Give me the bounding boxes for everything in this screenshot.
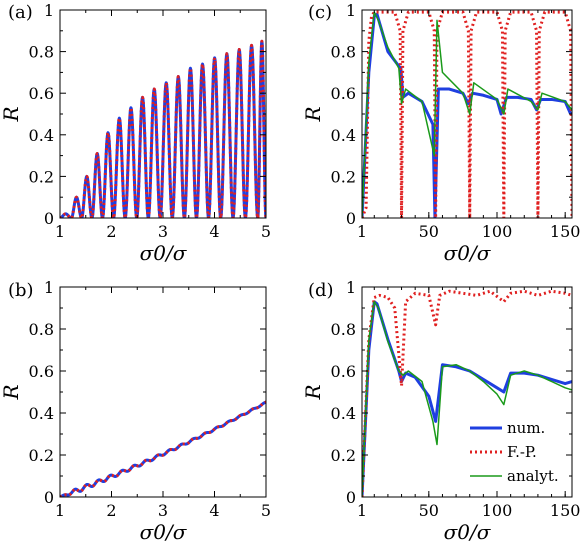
y-tick-label: 0 [44,209,54,228]
series-line-F.-P. [60,400,266,497]
series-group [60,39,266,218]
x-axis-label: σ0/σ [140,241,188,265]
y-tick-label: 0 [346,209,356,228]
panel-a: 0 0.2 0.4 0.6 0.8 1 1 2 3 4 5 σ0/σ R (a) [0,1,271,265]
y-tick-label: 0.2 [331,446,356,465]
x-tick-label: 100 [482,501,513,520]
y-tick-label: 0.6 [331,362,356,381]
x-tick-label: 1 [357,222,367,241]
series-line-num [60,400,266,497]
panel-label: (c) [308,2,332,23]
y-tick-label: 0.4 [331,404,356,423]
x-tick-label: 5 [261,222,271,241]
y-tick-label: 1 [44,278,54,297]
y-tick-label: 0.8 [331,320,356,339]
y-tick-label: 0 [346,488,356,507]
x-tick-label: 50 [419,501,439,520]
y-tick-label: 0.4 [29,404,54,423]
plot-frame [361,286,573,498]
series-group [362,289,572,497]
panel-label: (a) [8,2,33,23]
x-axis-label: σ0/σ [140,520,188,544]
y-tick-label: 0.6 [29,362,54,381]
y-tick-label: 0.8 [29,320,54,339]
y-tick-label: 0.6 [29,84,54,103]
y-tick-label: 1 [346,278,356,297]
x-tick-label: 4 [209,501,219,520]
y-tick-label: 0.8 [331,43,356,62]
y-tick-label: 0.4 [29,126,54,145]
x-tick-label: 100 [482,222,513,241]
x-tick-label: 3 [158,222,168,241]
y-tick-label: 0.2 [29,446,54,465]
y-tick-label: 0.2 [331,167,356,186]
y-tick-label: 1 [346,1,356,20]
x-tick-label: 150 [550,501,581,520]
y-axis-label: R [301,106,325,122]
legend: num. F.-P. analyt. [470,419,559,485]
legend-label-0: num. [507,419,545,437]
x-axis-label: σ0/σ [444,520,492,544]
y-tick-label: 1 [44,1,54,20]
series-group [362,10,572,218]
panel-b: 0 0.2 0.4 0.6 0.8 1 1 2 3 4 5 σ0/σ R (b) [0,278,271,544]
x-tick-label: 3 [158,501,168,520]
plot-frame [59,286,267,498]
legend-label-2: analyt. [507,467,559,485]
panel-label: (d) [308,280,334,301]
series-line-analyt. [362,300,572,497]
legend-label-1: F.-P. [507,443,537,461]
y-tick-label: 0.2 [29,167,54,186]
y-tick-label: 0 [44,488,54,507]
series-group [60,400,266,497]
x-tick-label: 5 [261,501,271,520]
series-line-analyt. [362,11,572,218]
y-axis-label: R [0,106,23,122]
panel-d: 00.20.40.60.811 50 100 150σ0/σR(d)num.F.-P.… [301,278,580,544]
x-axis-label: σ0/σ [444,241,492,265]
series-line-F.-P. [362,289,572,497]
x-tick-label: 4 [209,222,219,241]
x-tick-label: 50 [419,222,439,241]
panel-label: (b) [8,280,34,301]
y-axis-label: R [0,384,23,400]
x-tick-label: 150 [550,222,581,241]
x-tick-label: 1 [357,501,367,520]
series-line-F.-P. [362,10,572,218]
x-tick-label: 2 [106,222,116,241]
y-tick-label: 0.4 [331,126,356,145]
x-tick-label: 1 [55,501,65,520]
y-axis-label: R [301,384,325,400]
y-tick-label: 0.8 [29,43,54,62]
x-tick-label: 2 [106,501,116,520]
x-tick-label: 1 [55,222,65,241]
y-tick-label: 0.6 [331,84,356,103]
